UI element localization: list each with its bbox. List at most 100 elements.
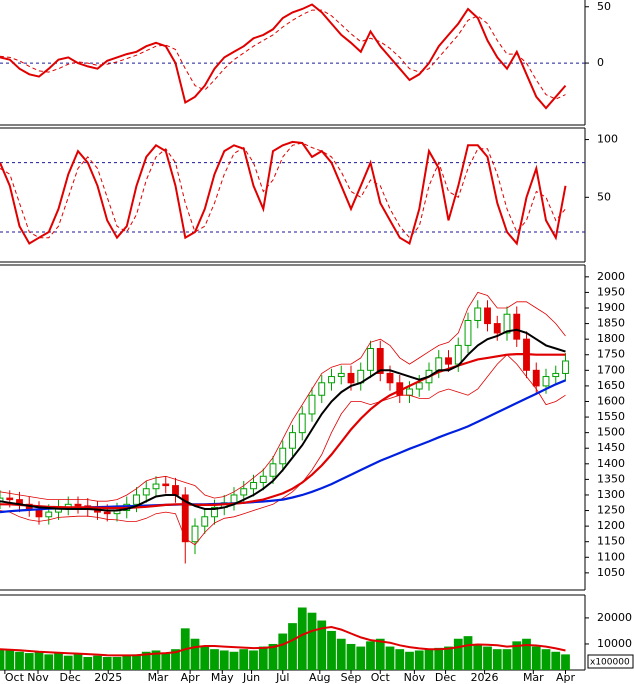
candle-body <box>415 382 423 390</box>
candle-body <box>230 494 238 504</box>
volume-bar <box>122 655 132 670</box>
volume-bar <box>288 623 297 670</box>
candle-body <box>240 488 248 496</box>
candle-body <box>211 506 218 518</box>
volume-bar <box>502 649 512 670</box>
volume-bar <box>385 646 395 670</box>
y-tick-label: 1350 <box>597 472 625 485</box>
volume-bar <box>395 649 405 670</box>
volume-bar <box>541 649 551 670</box>
y-tick-label: 1550 <box>597 410 625 423</box>
y-tick-label: 1500 <box>597 426 625 439</box>
candle-body <box>464 319 472 346</box>
x-tick-label: Mar <box>148 671 169 684</box>
candle-body <box>386 372 394 384</box>
candle-body <box>493 323 501 334</box>
y-tick-label: 1300 <box>597 488 625 501</box>
y-tick-label: 1650 <box>597 379 625 392</box>
y-tick-label: 10000 <box>597 637 632 650</box>
y-tick-label: 1600 <box>597 394 625 407</box>
candle-body <box>474 307 482 321</box>
volume-bar <box>434 647 444 670</box>
x-tick-label: May <box>211 671 234 684</box>
y-tick-label: 2000 <box>597 270 625 283</box>
candle-body <box>406 388 413 396</box>
candle-body <box>347 372 355 384</box>
volume-bar <box>336 638 346 670</box>
candle-body <box>103 511 111 515</box>
candle-body <box>133 494 140 505</box>
volume-bar <box>356 646 366 670</box>
series-line <box>0 142 566 239</box>
volume-bar <box>219 650 229 670</box>
y-tick-label: 1450 <box>597 441 625 454</box>
candle-body <box>298 413 306 434</box>
unit-label: x100000 <box>590 658 630 668</box>
volume-bar <box>492 649 502 670</box>
volume-bar <box>268 643 278 670</box>
x-tick-label: Dec <box>60 671 81 684</box>
volume-bar <box>424 649 434 670</box>
candle-body <box>484 307 491 325</box>
candle-body <box>513 313 521 340</box>
volume-bar <box>444 646 453 670</box>
volume-bar <box>463 636 473 670</box>
series-line <box>0 291 566 502</box>
x-tick-label: Nov <box>404 671 426 684</box>
candle-body <box>328 376 335 384</box>
volume-bar <box>531 646 541 670</box>
candle-body <box>289 432 296 449</box>
candle-body <box>445 357 452 365</box>
candle-body <box>201 516 209 527</box>
y-tick-label: 1900 <box>597 301 625 314</box>
volume-bar <box>327 630 336 670</box>
x-tick-label: Oct <box>5 671 25 684</box>
volume-bar <box>44 654 54 670</box>
candle-body <box>279 447 287 465</box>
volume-bar <box>73 654 83 670</box>
y-tick-label: 1750 <box>597 348 625 361</box>
x-tick-label: Sep <box>341 671 362 684</box>
volume-bar <box>141 651 151 670</box>
volume-bar <box>375 638 385 670</box>
series-line <box>0 354 566 546</box>
y-tick-label: 1150 <box>597 535 625 548</box>
volume-bar <box>190 638 200 670</box>
candle-body <box>454 344 462 365</box>
volume-bar <box>15 651 24 670</box>
y-tick-label: 1400 <box>597 457 625 470</box>
volume-bar <box>414 650 424 670</box>
y-tick-label: 20000 <box>597 611 632 624</box>
volume-bar <box>102 656 112 670</box>
x-tick-label: Jun <box>242 671 260 684</box>
candle-body <box>162 483 170 487</box>
volume-bar <box>346 643 356 670</box>
volume-bar <box>366 641 375 670</box>
volume-bar <box>151 650 161 670</box>
x-tick-label: Apr <box>556 671 576 684</box>
volume-bar <box>83 656 93 670</box>
volume-bar <box>307 612 317 670</box>
volume-bar <box>54 653 63 670</box>
series-line <box>0 625 566 657</box>
candle-body <box>318 382 326 396</box>
candle-body <box>45 511 53 518</box>
volume-bar <box>258 646 268 670</box>
series-line <box>0 140 567 246</box>
x-tick-label: Nov <box>27 671 49 684</box>
candle-body <box>0 497 4 502</box>
volume-bar <box>249 650 258 670</box>
candle-body <box>191 525 199 543</box>
volume-bar <box>5 650 15 670</box>
y-tick-label: 1200 <box>597 519 625 532</box>
y-tick-label: 100 <box>597 133 618 146</box>
candle-body <box>74 503 82 507</box>
volume-bar <box>473 643 483 670</box>
volume-bar <box>317 620 327 670</box>
volume-bar <box>210 649 219 670</box>
y-tick-label: 1100 <box>597 550 625 563</box>
volume-bar <box>63 655 73 670</box>
candle-body <box>532 369 540 387</box>
candle-body <box>435 357 443 371</box>
